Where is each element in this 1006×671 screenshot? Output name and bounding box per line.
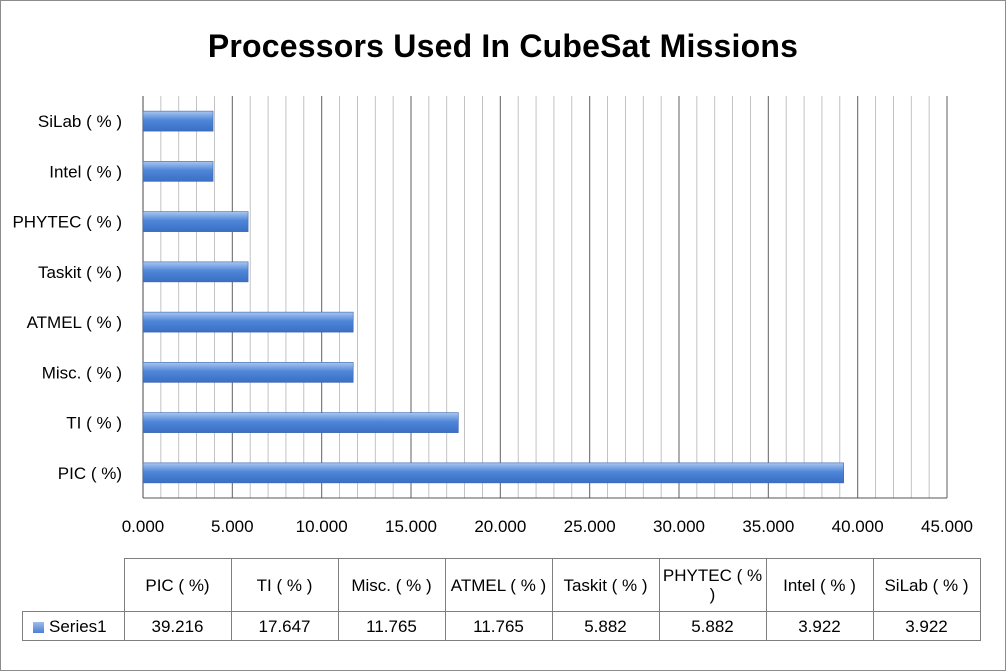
bar [142,211,249,232]
legend-series-name: Series1 [49,616,107,636]
y-category-label: Taskit ( % ) [38,263,122,282]
table-header-cell: Intel ( % ) [765,558,874,612]
legend-series-cell: Series1 [22,611,125,641]
table-header-cell: PHYTEC ( % ) [658,558,767,612]
table-corner-cell [22,558,125,612]
y-category-label: SiLab ( % ) [38,112,122,131]
table-header-cell: TI ( % ) [230,558,339,612]
chart-title: Processors Used In CubeSat Missions [207,28,799,64]
y-category-label: ATMEL ( % ) [27,313,122,332]
x-tick-label: 20.000 [474,517,526,536]
table-header-cell: Taskit ( % ) [551,558,660,612]
x-tick-label: 35.000 [742,517,794,536]
table-value-cell: 39.216 [123,611,232,641]
bar [142,362,354,383]
x-tick-label: 0.000 [122,517,165,536]
legend-key [33,621,44,633]
y-category-label: TI ( % ) [66,414,122,433]
x-tick-label: 30.000 [653,517,705,536]
table-value-cell: 5.882 [658,611,767,641]
table-header-cell: ATMEL ( % ) [444,558,553,612]
table-header-row: PIC ( %) TI ( % ) Misc. ( % ) ATMEL ( % ) Ta… [22,558,981,612]
table-value-cell: 3.922 [872,611,981,641]
table-value-cell: 11.765 [444,611,553,641]
bar-chart: 0.000 5.000 10.000 15.000 20.000 25.000 30.000… [12,96,973,536]
y-category-label: Intel ( % ) [49,162,122,181]
y-category-label: PIC ( %) [58,464,122,483]
x-tick-label: 10.000 [296,517,348,536]
x-tick-label: 5.000 [211,517,254,536]
bar [142,412,459,433]
y-category-label: Misc. ( % ) [42,363,122,382]
table-header-cell: Misc. ( % ) [337,558,446,612]
x-tick-label: 40.000 [832,517,884,536]
x-tick-label: 45.000 [921,517,973,536]
table-header-cell: SiLab ( % ) [872,558,981,612]
x-tick-label: 15.000 [385,517,437,536]
bar [142,110,214,132]
table-value-cell: 3.922 [765,611,874,641]
x-tick-label: 25.000 [564,517,616,536]
table-header-cell: PIC ( %) [123,558,232,612]
table-value-cell: 17.647 [230,611,339,641]
table-row: Series1 39.216 17.647 11.765 11.765 5.882 5.88… [22,611,981,641]
bar [142,161,214,182]
bar [142,261,249,283]
table-value-cell: 5.882 [551,611,660,641]
data-table: PIC ( %) TI ( % ) Misc. ( % ) ATMEL ( % ) Ta… [22,558,981,641]
table-value-cell: 11.765 [337,611,446,641]
bar [142,462,844,484]
y-category-label: PHYTEC ( % ) [12,213,122,232]
bar [142,311,354,333]
